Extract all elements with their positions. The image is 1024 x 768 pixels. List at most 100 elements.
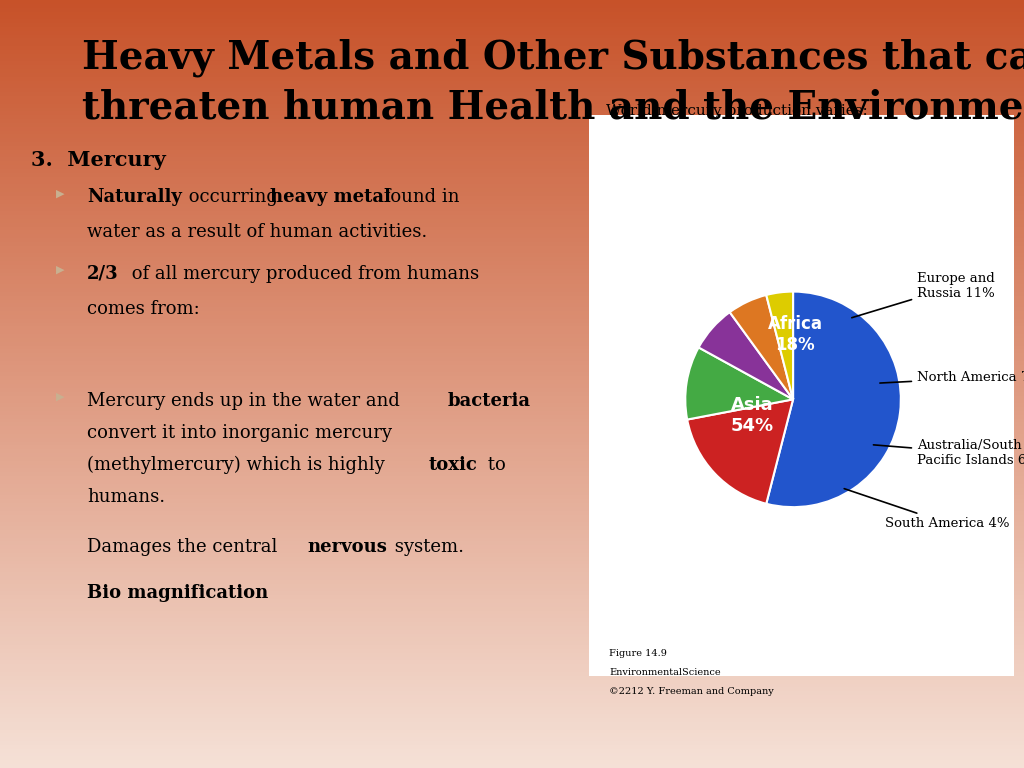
Bar (0, 410, 1024, 415)
Bar (0, 460, 1024, 465)
Bar (0, 552, 1024, 557)
Bar (0, 168, 1024, 173)
Bar (0, 376, 1024, 380)
Text: Europe and
Russia 11%: Europe and Russia 11% (852, 272, 994, 318)
Bar (0, 391, 1024, 396)
Text: Mercury ends up in the water and: Mercury ends up in the water and (87, 392, 406, 409)
Bar (0, 268, 1024, 273)
Bar (0, 306, 1024, 311)
Bar (0, 383, 1024, 388)
Bar (0, 326, 1024, 330)
Text: humans.: humans. (87, 488, 165, 506)
Bar (0, 637, 1024, 641)
Bar (0, 491, 1024, 495)
Bar (0, 591, 1024, 595)
Bar (0, 518, 1024, 522)
Bar (0, 418, 1024, 422)
Bar (0, 372, 1024, 376)
Text: 2/3: 2/3 (87, 265, 119, 283)
Bar (0, 126, 1024, 131)
Bar (0, 61, 1024, 65)
Text: World mercury production varies:: World mercury production varies: (606, 104, 868, 118)
Bar (0, 675, 1024, 680)
Bar (0, 299, 1024, 303)
Text: system.: system. (389, 538, 464, 555)
Text: North America 7%: North America 7% (880, 371, 1024, 384)
Bar (0, 368, 1024, 372)
Text: EnvironmentalScience: EnvironmentalScience (609, 668, 721, 677)
Bar (0, 295, 1024, 300)
Bar (0, 568, 1024, 572)
Bar (0, 737, 1024, 741)
Bar (0, 230, 1024, 234)
Bar (0, 641, 1024, 645)
Bar (0, 218, 1024, 223)
Bar (0, 760, 1024, 764)
Bar (0, 748, 1024, 753)
Bar (0, 452, 1024, 457)
Bar (0, 706, 1024, 710)
Text: nervous: nervous (307, 538, 387, 555)
Bar (0, 0, 1024, 4)
Bar (0, 222, 1024, 227)
Text: Asia
54%: Asia 54% (730, 396, 774, 435)
Bar (0, 264, 1024, 269)
Wedge shape (766, 292, 793, 399)
Text: ▶: ▶ (56, 392, 65, 402)
Bar (0, 287, 1024, 292)
Bar (0, 176, 1024, 180)
Bar (0, 38, 1024, 42)
Bar (0, 99, 1024, 104)
Bar (0, 521, 1024, 526)
Bar (0, 664, 1024, 668)
Bar (0, 353, 1024, 357)
Bar (0, 679, 1024, 684)
Bar (0, 537, 1024, 541)
Bar (0, 226, 1024, 230)
Bar (0, 437, 1024, 442)
Bar (589, 115, 1014, 676)
Bar (0, 721, 1024, 726)
Bar (0, 45, 1024, 50)
Bar (0, 529, 1024, 534)
Bar (0, 495, 1024, 499)
Bar (0, 280, 1024, 284)
Bar (0, 7, 1024, 12)
Bar (0, 625, 1024, 630)
Bar (0, 717, 1024, 722)
Bar (0, 510, 1024, 515)
Bar (0, 22, 1024, 27)
Bar (0, 433, 1024, 438)
Bar (0, 214, 1024, 219)
Text: Damages the central: Damages the central (87, 538, 284, 555)
Bar (0, 422, 1024, 426)
Bar (0, 545, 1024, 549)
Bar (0, 15, 1024, 19)
Wedge shape (687, 399, 793, 504)
Text: found in: found in (378, 188, 460, 206)
Text: Naturally: Naturally (87, 188, 182, 206)
Bar (0, 207, 1024, 211)
Bar (0, 184, 1024, 188)
Bar (0, 149, 1024, 154)
Bar (0, 153, 1024, 157)
Bar (0, 122, 1024, 127)
Wedge shape (685, 347, 793, 419)
Bar (0, 337, 1024, 342)
Bar (0, 598, 1024, 603)
Bar (0, 449, 1024, 453)
Bar (0, 533, 1024, 538)
Bar (0, 713, 1024, 718)
Text: comes from:: comes from: (87, 300, 200, 317)
Bar (0, 318, 1024, 323)
Bar (0, 644, 1024, 649)
Bar (0, 95, 1024, 100)
Text: heavy metal: heavy metal (270, 188, 391, 206)
Bar (0, 548, 1024, 553)
Bar (0, 333, 1024, 338)
Bar (0, 579, 1024, 584)
Text: 3.  Mercury: 3. Mercury (31, 150, 166, 170)
Bar (0, 57, 1024, 61)
Text: threaten human Health and the Environment: threaten human Health and the Environmen… (82, 88, 1024, 126)
Text: water as a result of human activities.: water as a result of human activities. (87, 223, 427, 240)
